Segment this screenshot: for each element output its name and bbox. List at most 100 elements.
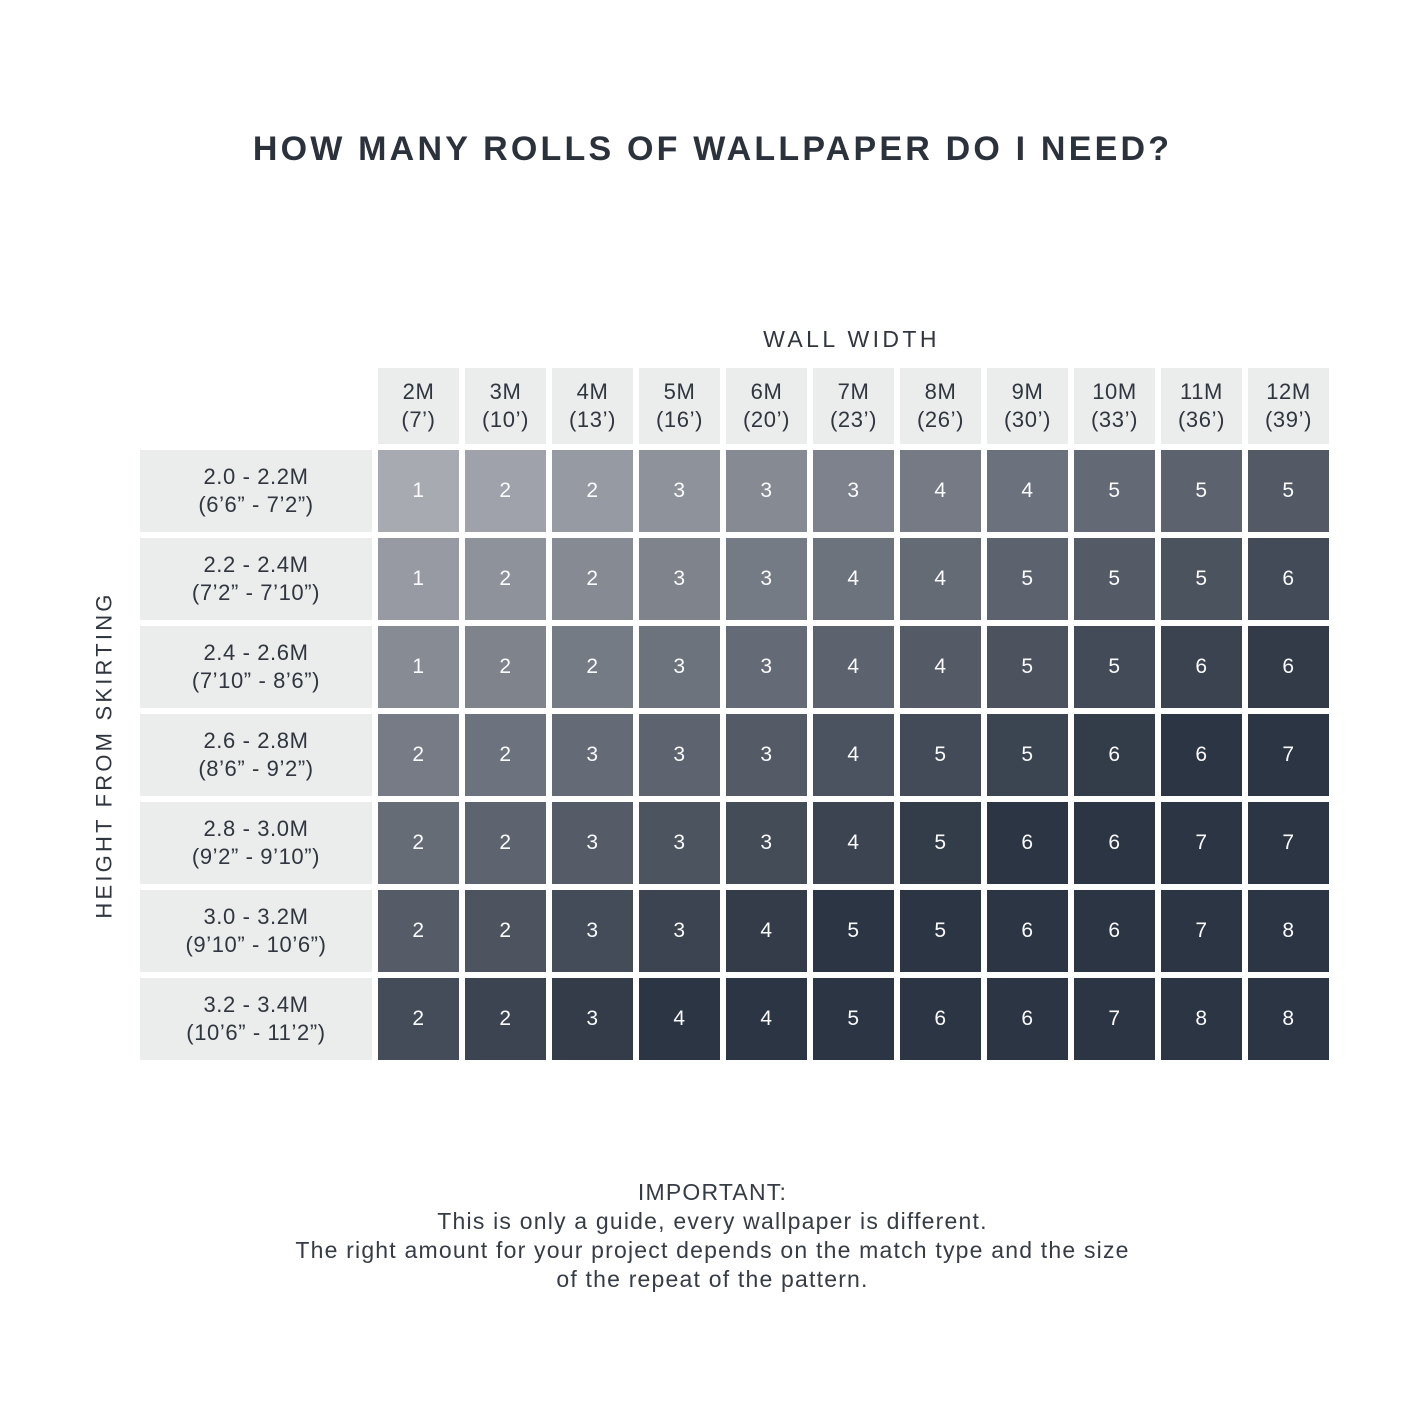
- row-metric-label: 2.2 - 2.4M: [203, 552, 309, 577]
- roll-count-cell: 5: [1248, 450, 1329, 532]
- roll-count-cell: 6: [1161, 714, 1242, 796]
- column-imperial-label: (30’): [1003, 407, 1051, 432]
- roll-count-cell: 7: [1248, 714, 1329, 796]
- column-metric-label: 6M: [750, 379, 783, 404]
- footer-line-3: of the repeat of the pattern.: [556, 1266, 869, 1292]
- roll-count-cell: 6: [987, 802, 1068, 884]
- column-imperial-label: (13’): [568, 407, 616, 432]
- height-axis-label-wrap: HEIGHT FROM SKIRTING: [82, 450, 128, 1060]
- roll-count-cell: 7: [1074, 978, 1155, 1060]
- roll-count-cell: 5: [987, 626, 1068, 708]
- roll-count-cell: 3: [726, 450, 807, 532]
- row-header-1: 2.0 - 2.2M (6’6” - 7’2”): [140, 450, 372, 532]
- column-metric-label: 4M: [576, 379, 609, 404]
- column-header-10m: 10M (33’): [1074, 368, 1155, 444]
- row-metric-label: 3.2 - 3.4M: [203, 992, 309, 1017]
- column-imperial-label: (33’): [1090, 407, 1138, 432]
- row-header-2: 2.2 - 2.4M (7’2” - 7’10”): [140, 538, 372, 620]
- roll-count-cell: 5: [1074, 450, 1155, 532]
- roll-count-cell: 5: [1074, 626, 1155, 708]
- column-header-7m: 7M (23’): [813, 368, 894, 444]
- row-imperial-label: (6’6” - 7’2”): [198, 492, 314, 517]
- column-metric-label: 3M: [489, 379, 522, 404]
- roll-count-cell: 1: [378, 538, 459, 620]
- roll-count-cell: 3: [639, 626, 720, 708]
- roll-count-cell: 2: [465, 714, 546, 796]
- column-metric-label: 9M: [1011, 379, 1044, 404]
- roll-count-cell: 2: [465, 626, 546, 708]
- roll-count-cell: 4: [813, 626, 894, 708]
- roll-count-cell: 3: [639, 890, 720, 972]
- row-metric-label: 3.0 - 3.2M: [203, 904, 309, 929]
- roll-count-cell: 4: [639, 978, 720, 1060]
- column-header-8m: 8M (26’): [900, 368, 981, 444]
- roll-count-cell: 3: [552, 890, 633, 972]
- wall-width-axis-label: WALL WIDTH: [763, 326, 940, 352]
- footer-line-1: This is only a guide, every wallpaper is…: [437, 1208, 988, 1234]
- row-imperial-label: (7’2” - 7’10”): [191, 580, 321, 605]
- roll-count-cell: 3: [639, 802, 720, 884]
- roll-count-cell: 4: [900, 626, 981, 708]
- roll-count-cell: 7: [1248, 802, 1329, 884]
- roll-count-cell: 6: [987, 978, 1068, 1060]
- row-metric-label: 2.4 - 2.6M: [203, 640, 309, 665]
- roll-count-cell: 5: [987, 538, 1068, 620]
- roll-count-cell: 3: [639, 450, 720, 532]
- column-header-4m: 4M (13’): [552, 368, 633, 444]
- roll-count-cell: 5: [900, 890, 981, 972]
- column-header-9m: 9M (30’): [987, 368, 1068, 444]
- roll-count-cell: 6: [987, 890, 1068, 972]
- roll-count-cell: 5: [987, 714, 1068, 796]
- roll-count-cell: 6: [900, 978, 981, 1060]
- roll-count-cell: 7: [1161, 890, 1242, 972]
- roll-count-cell: 3: [726, 538, 807, 620]
- rolls-lookup-table: 2M (7’) 3M (10’) 4M (13’) 5M (16’) 6M (20’) 7M (23’…: [140, 368, 1329, 1060]
- roll-count-cell: 4: [813, 802, 894, 884]
- roll-count-cell: 4: [813, 714, 894, 796]
- roll-count-cell: 3: [552, 802, 633, 884]
- roll-count-cell: 5: [1161, 450, 1242, 532]
- column-imperial-label: (39’): [1264, 407, 1312, 432]
- roll-count-cell: 2: [465, 450, 546, 532]
- column-imperial-label: (16’): [655, 407, 703, 432]
- column-header-12m: 12M (39’): [1248, 368, 1329, 444]
- row-imperial-label: (10’6” - 11’2”): [186, 1020, 326, 1045]
- column-metric-label: 2M: [402, 379, 435, 404]
- column-metric-label: 11M: [1180, 379, 1223, 404]
- roll-count-cell: 5: [900, 802, 981, 884]
- roll-count-cell: 2: [378, 978, 459, 1060]
- row-imperial-label: (9’2” - 9’10”): [191, 844, 321, 869]
- column-imperial-label: (23’): [829, 407, 877, 432]
- roll-count-cell: 2: [378, 890, 459, 972]
- column-header-3m: 3M (10’): [465, 368, 546, 444]
- row-header-6: 3.0 - 3.2M (9’10” - 10’6”): [140, 890, 372, 972]
- row-header-7: 3.2 - 3.4M (10’6” - 11’2”): [140, 978, 372, 1060]
- roll-count-cell: 6: [1074, 890, 1155, 972]
- column-imperial-label: (20’): [742, 407, 790, 432]
- row-imperial-label: (7’10” - 8’6”): [191, 668, 321, 693]
- roll-count-cell: 2: [465, 978, 546, 1060]
- column-metric-label: 7M: [837, 379, 870, 404]
- row-metric-label: 2.6 - 2.8M: [203, 728, 309, 753]
- roll-count-cell: 2: [465, 538, 546, 620]
- column-imperial-label: (10’): [481, 407, 529, 432]
- row-metric-label: 2.8 - 3.0M: [203, 816, 309, 841]
- roll-count-cell: 4: [813, 538, 894, 620]
- footer-line-2: The right amount for your project depend…: [295, 1237, 1130, 1263]
- row-metric-label: 2.0 - 2.2M: [203, 464, 309, 489]
- roll-count-cell: 5: [813, 978, 894, 1060]
- roll-count-cell: 4: [900, 538, 981, 620]
- roll-count-cell: 1: [378, 450, 459, 532]
- height-from-skirting-label: HEIGHT FROM SKIRTING: [92, 591, 117, 919]
- roll-count-cell: 2: [465, 890, 546, 972]
- column-imperial-label: (26’): [916, 407, 964, 432]
- roll-count-cell: 7: [1161, 802, 1242, 884]
- row-header-4: 2.6 - 2.8M (8’6” - 9’2”): [140, 714, 372, 796]
- roll-count-cell: 6: [1074, 802, 1155, 884]
- roll-count-cell: 3: [552, 714, 633, 796]
- roll-count-cell: 6: [1161, 626, 1242, 708]
- roll-count-cell: 5: [813, 890, 894, 972]
- roll-count-cell: 3: [726, 626, 807, 708]
- roll-count-cell: 8: [1248, 978, 1329, 1060]
- column-metric-label: 8M: [924, 379, 957, 404]
